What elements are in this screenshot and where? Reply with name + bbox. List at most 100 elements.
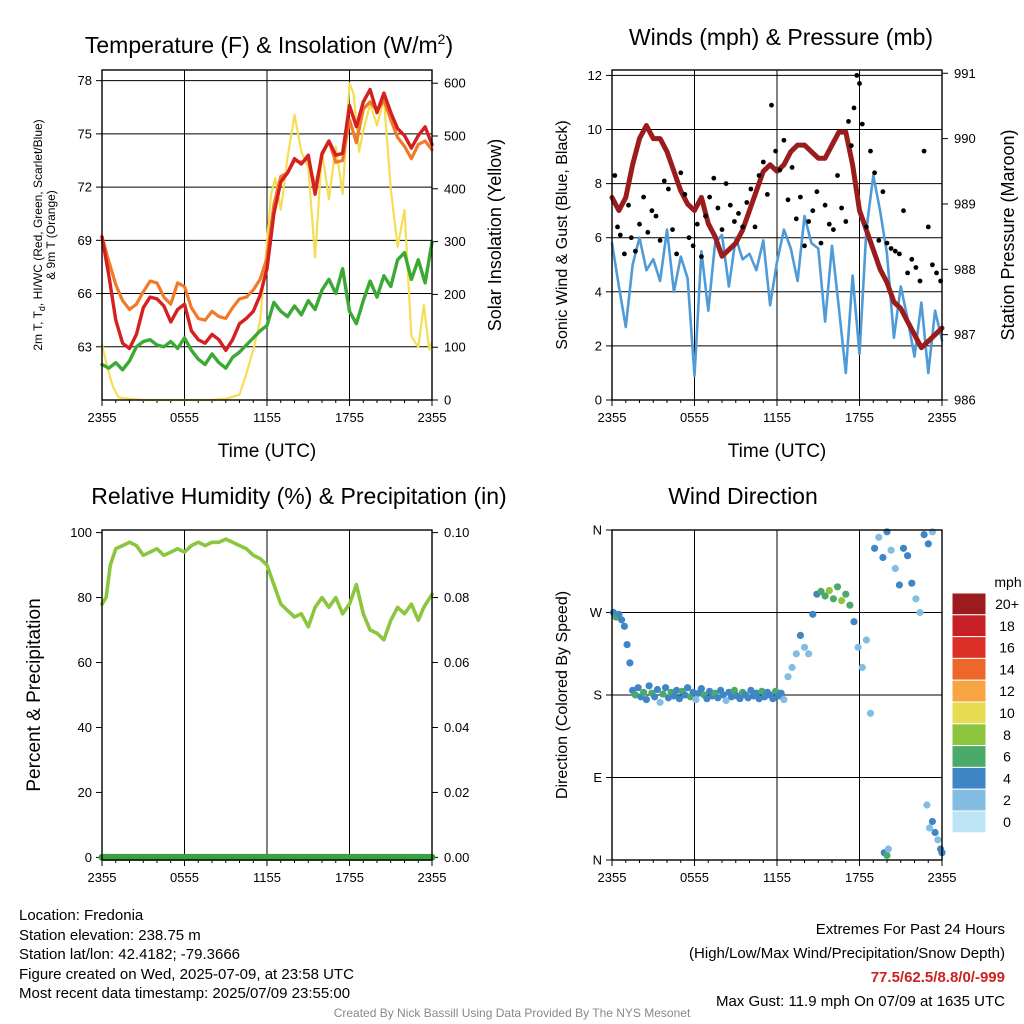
direction-point: [788, 663, 796, 672]
rh-line: [100, 537, 434, 642]
x-tick-label: 1155: [253, 410, 281, 425]
gust-point: [756, 173, 762, 178]
y2-tick-label: 0.10: [444, 525, 469, 540]
y-tick-label: 40: [78, 720, 92, 735]
direction-point: [642, 696, 651, 704]
x-tick-label: 0555: [680, 870, 709, 885]
x-tick-label: 2355: [418, 870, 447, 885]
direction-point: [842, 590, 850, 598]
gust-point: [752, 224, 758, 230]
direction-point: [623, 641, 631, 649]
pressure-line: [609, 123, 945, 351]
gust-point: [848, 143, 854, 149]
speed-legend-swatch: [951, 657, 987, 681]
direction-point: [626, 659, 634, 667]
direction-point: [684, 684, 692, 692]
speed-legend-label: 16: [999, 640, 1015, 656]
y-tick-label: 100: [70, 525, 92, 540]
gust-point: [876, 238, 882, 243]
direction-point: [730, 686, 739, 695]
gust-point: [930, 262, 935, 268]
direction-point: [752, 689, 761, 697]
gust-point: [905, 270, 910, 276]
y2-tick-label: 988: [954, 262, 976, 277]
y-tick-label: 72: [78, 180, 92, 195]
x-tick-label: 2355: [88, 410, 117, 425]
y2-tick-label: 0.02: [444, 785, 469, 800]
station-info: Location: Fredonia Station elevation: 23…: [19, 906, 354, 1004]
direction-point: [645, 682, 653, 690]
y2-tick-label: 0.04: [444, 720, 469, 735]
direction-point: [784, 673, 792, 681]
winds-xlabel: Time (UTC): [728, 441, 827, 462]
x-tick-label: 0555: [170, 870, 199, 885]
gust-point: [892, 248, 898, 254]
gust-point: [789, 165, 795, 170]
x-tick-label: 2355: [598, 870, 627, 885]
x-tick-label: 1755: [845, 870, 874, 885]
speed-legend-swatch: [951, 679, 987, 703]
speed-legend-label: 14: [999, 661, 1015, 677]
direction-point: [796, 631, 805, 640]
direction-point: [854, 643, 862, 651]
y2-tick-label: 0: [444, 393, 451, 408]
gust-point: [864, 224, 869, 230]
gust-point: [854, 73, 860, 78]
gust-point: [645, 229, 651, 235]
gust-point: [831, 227, 836, 233]
gust-point: [678, 170, 684, 176]
figure-created: Figure created on Wed, 2025-07-09, at 23…: [19, 965, 354, 983]
direction-point: [719, 691, 728, 699]
x-tick-label: 1755: [845, 410, 874, 425]
y-tick-label: 78: [78, 73, 92, 88]
y2-tick-label: 986: [954, 393, 976, 408]
gust-point: [814, 189, 820, 195]
direction-point: [833, 583, 842, 591]
direction-point: [758, 687, 766, 695]
direction-point: [722, 696, 730, 705]
direction-point: [924, 540, 932, 548]
direction-point: [618, 616, 626, 624]
gust-point: [868, 148, 873, 154]
gust-point: [909, 256, 915, 262]
extremes-values: 77.5/62.5/8.8/0/-999: [870, 969, 1005, 986]
speed-legend-swatch: [951, 614, 987, 638]
plot-frame: [611, 69, 943, 401]
gust-point: [785, 197, 791, 203]
gust-point: [622, 251, 627, 257]
y-tick-label: 75: [78, 126, 92, 141]
speed-legend-label: 2: [1003, 792, 1011, 808]
direction-point: [883, 851, 891, 860]
direction-point: [934, 836, 942, 844]
dewpoint-line: [100, 240, 434, 372]
y-tick-label: 69: [78, 233, 92, 248]
gust-point: [921, 148, 927, 154]
y-tick-label: N: [593, 523, 602, 538]
speed-legend-swatch: [951, 766, 987, 790]
gust-point: [674, 251, 679, 257]
direction-point: [714, 694, 722, 702]
gust-point: [615, 224, 620, 230]
direction-point: [675, 695, 684, 703]
most-recent-timestamp: Most recent data timestamp: 2025/07/09 2…: [19, 985, 351, 1002]
direction-point: [920, 531, 928, 539]
y-tick-label: 20: [78, 785, 92, 800]
direction-point: [928, 817, 937, 826]
y-tick-label: 0: [595, 393, 602, 408]
direction-point: [769, 695, 777, 703]
gust-point: [703, 213, 708, 219]
direction-point: [615, 610, 623, 618]
direction-point: [744, 694, 752, 702]
gust-point: [719, 227, 725, 233]
direction-point: [736, 695, 744, 703]
gust-point: [690, 243, 696, 249]
gust-point: [802, 243, 807, 249]
direction-point: [697, 685, 706, 693]
direction-point: [747, 686, 755, 695]
direction-point: [800, 643, 809, 651]
gust-point: [781, 137, 787, 143]
wind-direction-panel: 2355 0555 1155 1755 2355 N E S W N Wind Direction D…: [554, 483, 1022, 885]
gust-point: [661, 178, 667, 184]
gust-point: [657, 238, 663, 243]
